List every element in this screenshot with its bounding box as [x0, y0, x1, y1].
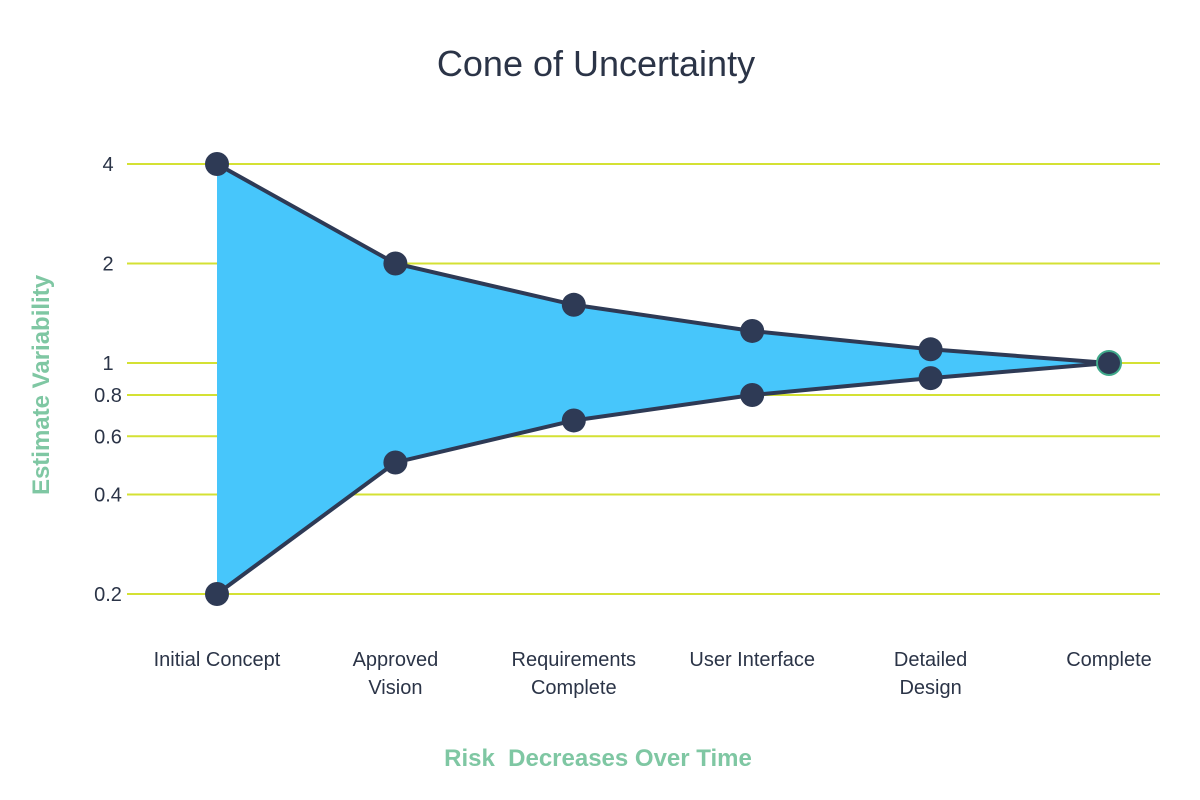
- lower-point: [740, 383, 765, 408]
- lower-point: [918, 366, 943, 391]
- chart-title: Cone of Uncertainty: [437, 43, 755, 84]
- lower-point: [383, 450, 408, 475]
- upper-point: [383, 251, 408, 276]
- lower-bound-line: [215, 360, 1110, 596]
- x-tick-label: User Interface: [689, 649, 815, 671]
- upper-point: [561, 292, 586, 317]
- lower-point: [561, 408, 586, 433]
- x-tick-label: Requirements Complete: [512, 649, 637, 699]
- x-axis-label: Risk Decreases Over Time: [444, 745, 752, 772]
- y-tick-label: 0.4: [94, 485, 122, 507]
- y-tick-label: 0.2: [94, 584, 122, 606]
- x-tick-label: Detailed Design: [894, 649, 967, 699]
- x-tick-label: Initial Concept: [154, 649, 281, 671]
- upper-point: [205, 152, 229, 176]
- data-points: [205, 152, 1122, 606]
- x-tick-labels: Initial Concept Approved Vision Requirement…: [154, 649, 1152, 699]
- x-tick-label: Complete: [1066, 649, 1152, 671]
- y-tick-label: 0.6: [94, 426, 122, 448]
- y-tick-label: 0.8: [94, 385, 122, 407]
- y-tick-label: 2: [102, 253, 113, 275]
- x-tick-label: Approved Vision: [353, 649, 439, 699]
- y-axis-label: Estimate Variability: [28, 274, 55, 495]
- lower-point: [205, 582, 229, 606]
- upper-point: [1096, 349, 1122, 376]
- y-tick-labels: 0.2 0.4 0.6 0.8 1 2 4: [94, 154, 122, 606]
- y-tick-label: 1: [102, 353, 113, 375]
- upper-point: [740, 318, 765, 343]
- upper-point: [918, 337, 943, 362]
- y-tick-label: 4: [102, 154, 113, 176]
- upper-bound-line: [216, 162, 1110, 365]
- cone-area: [217, 164, 1109, 594]
